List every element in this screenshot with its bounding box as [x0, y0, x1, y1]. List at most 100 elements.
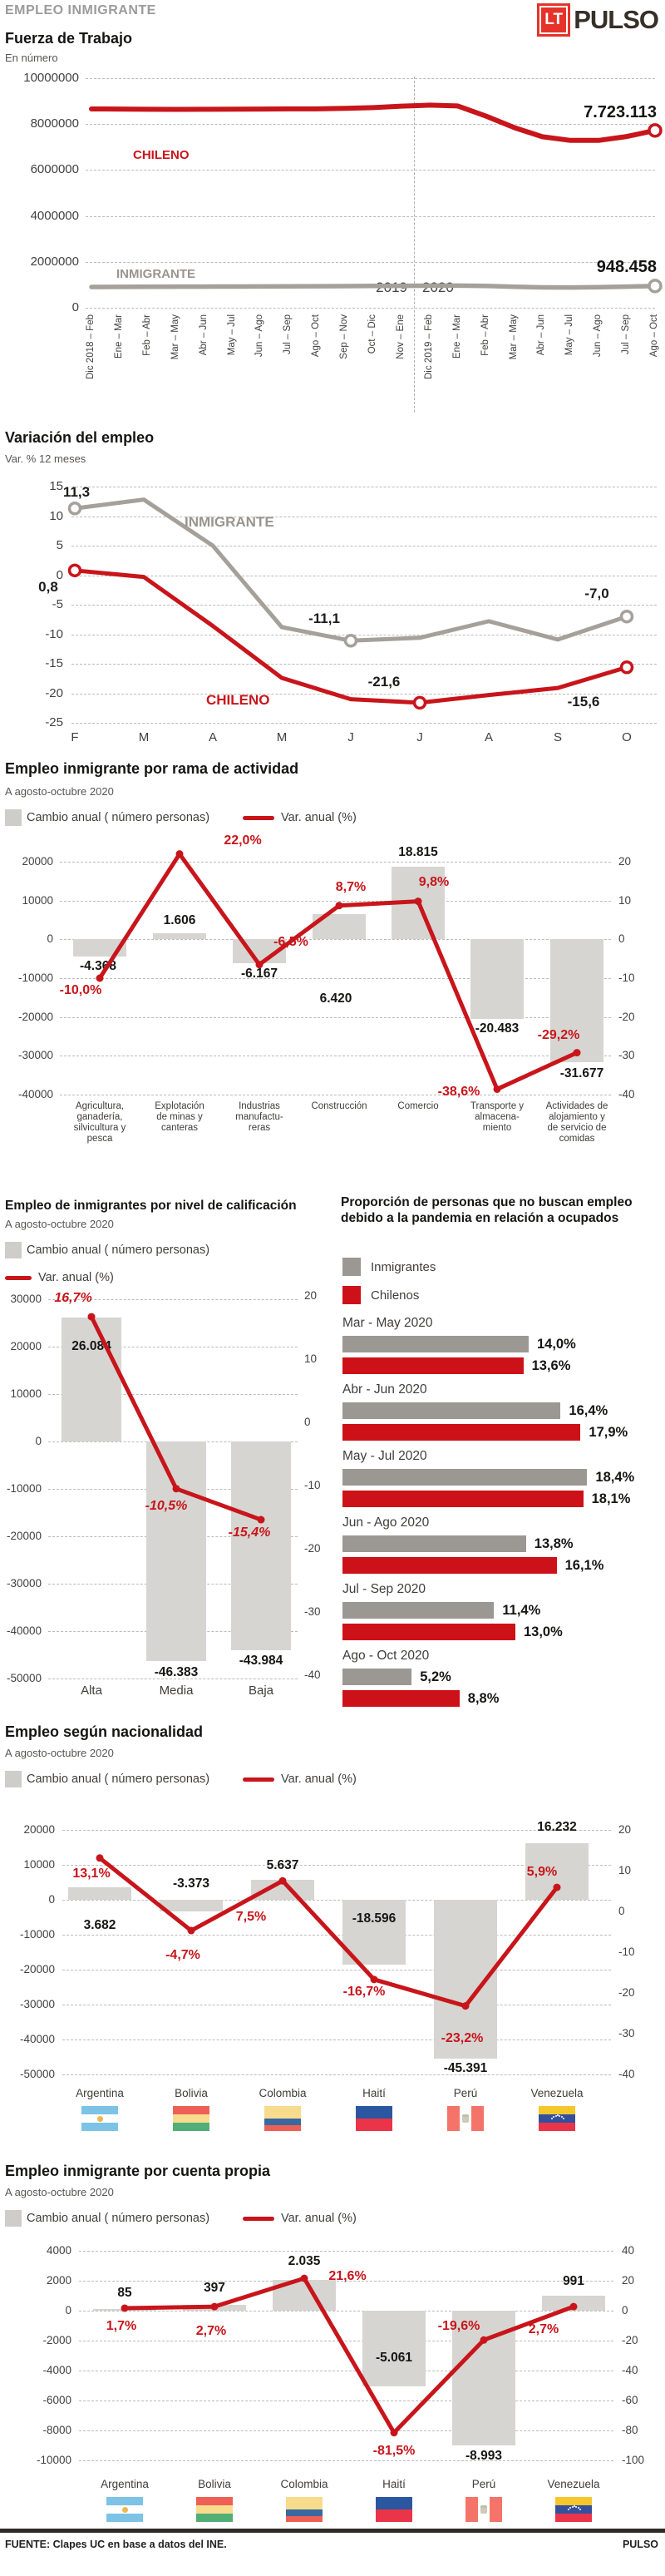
axis-tick-label: -8000 — [42, 2424, 71, 2436]
axis-tick-label: 20000 — [23, 1823, 55, 1836]
axis-tick-label: 5 — [56, 538, 63, 552]
percent-label: 2,7% — [195, 2324, 227, 2338]
axis-tick-label-right: 40 — [622, 2244, 635, 2257]
flag-haití — [356, 2106, 392, 2131]
flag-venezuela — [555, 2497, 592, 2522]
axis-tick-label: 0 — [56, 567, 63, 582]
rama-chart: 20000 10000 0 -10000 -20000 -30000 -40000 20 10 0… — [0, 833, 665, 1178]
bar-value-label: 11,4% — [502, 1603, 541, 1618]
axis-tick-label: -30000 — [17, 1049, 53, 1062]
x-axis-label: A — [208, 730, 217, 744]
axis-tick-label-right: 20 — [304, 1289, 318, 1302]
gridline — [79, 2400, 613, 2401]
chilenos-bar — [342, 1690, 460, 1707]
bar-value-label: 16.232 — [537, 1820, 577, 1834]
chart-title-variacion: Variación del empleo — [5, 429, 155, 446]
star-icon — [551, 2118, 553, 2119]
line-series-layer — [89, 102, 663, 294]
flag-bolivia — [196, 2497, 233, 2522]
bar-value-label: 18.815 — [398, 845, 438, 859]
series-label-chileno: CHILENO — [206, 692, 270, 708]
category-label: Venezuela — [547, 2478, 600, 2490]
series-label-inmigrante: INMIGRANTE — [116, 267, 195, 281]
axis-tick-label: 4000 — [46, 2244, 71, 2257]
flag-stripe — [555, 2505, 592, 2514]
x-axis-label: Feb – Abr — [141, 314, 152, 356]
data-point-marker — [175, 850, 184, 858]
flag-stripe — [264, 2124, 301, 2131]
legend-calificacion-bar: Cambio anual ( número personas) — [0, 1241, 332, 1263]
x-axis-label: Feb – Abr — [480, 314, 490, 356]
lt-pulso-logo: LT PULSO — [537, 3, 659, 37]
percent-label: 22,0% — [224, 833, 262, 848]
axis-tick-label: 0 — [47, 932, 53, 946]
percent-label: -10,0% — [59, 983, 102, 997]
end-value-chileno: 7.723.113 — [584, 103, 657, 121]
axis-tick-label: -50000 — [6, 1672, 42, 1684]
axis-tick-label-right: -40 — [622, 2364, 638, 2376]
year-divider — [414, 77, 415, 413]
bar — [146, 1441, 206, 1662]
period-label: May - Jul 2020 — [342, 1449, 427, 1463]
legend-nacionalidad: Cambio anual ( número personas) Var. anu… — [0, 1770, 665, 1792]
flag-stripe — [555, 2514, 592, 2522]
bar — [183, 2304, 246, 2311]
x-axis-label: Jul – Sep — [621, 314, 632, 354]
fuerza-chart: 10000000 8000000 6000000 4000000 2000000 0 201… — [0, 71, 665, 424]
bar-legend-label: Cambio anual ( número personas) — [27, 1773, 210, 1786]
gridline — [86, 124, 655, 126]
category-label: Comercio — [397, 1101, 439, 1111]
period-label: Jul - Sep 2020 — [342, 1582, 426, 1596]
flag-colombia — [264, 2106, 301, 2131]
axis-tick-label: 6000000 — [30, 162, 79, 177]
axis-tick-label-right: 0 — [618, 932, 625, 946]
gridline — [60, 862, 611, 863]
flag-argentina — [81, 2106, 118, 2131]
flag-stripe — [490, 2497, 502, 2522]
gridline — [60, 939, 611, 941]
bar — [550, 939, 603, 1063]
flag-stripe — [376, 2497, 412, 2509]
bar — [342, 1900, 406, 1965]
bar-value-label: 14,0% — [537, 1337, 576, 1352]
bar-value-label: 18,4% — [595, 1470, 635, 1485]
bar-value-label: 18,1% — [591, 1491, 631, 1506]
bar-value-label: -18.596 — [352, 1911, 397, 1926]
flag-perú — [466, 2497, 502, 2522]
axis-tick-label-right: -60 — [622, 2394, 638, 2406]
line-legend-label: Var. anual (%) — [281, 1773, 357, 1786]
axis-tick-label-right: -10 — [618, 1946, 635, 1958]
category-label: Haití — [362, 2087, 386, 2099]
bar-legend-swatch — [5, 2210, 22, 2227]
x-axis-label: Mar – May — [170, 314, 180, 360]
flag-stripe — [539, 2123, 575, 2131]
bar — [362, 2311, 426, 2387]
flag-colombia — [286, 2497, 323, 2522]
x-axis-label: M — [276, 730, 288, 744]
axis-tick-label: 10 — [49, 508, 63, 523]
x-axis-label: J — [416, 730, 423, 744]
gridline — [71, 723, 657, 724]
axis-tick-label-right: -20 — [622, 2334, 638, 2346]
bar-value-label: 991 — [563, 2274, 584, 2288]
calificacion-chart: 30000 20000 10000 0 -10000 -20000 -30000 -40000… — [0, 1289, 332, 1707]
bar-value-label: 2.035 — [288, 2254, 321, 2268]
bar-value-label: -6.167 — [241, 967, 278, 981]
data-point-marker — [67, 502, 82, 516]
x-axis-label: May – Jul — [564, 314, 575, 356]
series-label-chileno: CHILENO — [133, 148, 190, 162]
flag-haití — [376, 2497, 412, 2522]
bar-value-label: 13,0% — [524, 1624, 563, 1639]
flag-stripe — [264, 2106, 301, 2119]
percent-label: -38,6% — [437, 1085, 480, 1099]
percent-label: -16,7% — [342, 1985, 386, 1999]
axis-tick-label: -40000 — [17, 1087, 53, 1100]
category-label: Haití — [382, 2478, 406, 2490]
flag-argentina — [106, 2497, 143, 2522]
axis-tick-label: 2000 — [46, 2274, 71, 2287]
percent-label: -10,5% — [145, 1499, 188, 1513]
bar — [160, 1900, 223, 1912]
chilenos-bar — [342, 1424, 581, 1441]
gridline — [62, 1935, 611, 1936]
percent-label: -29,2% — [537, 1028, 580, 1042]
